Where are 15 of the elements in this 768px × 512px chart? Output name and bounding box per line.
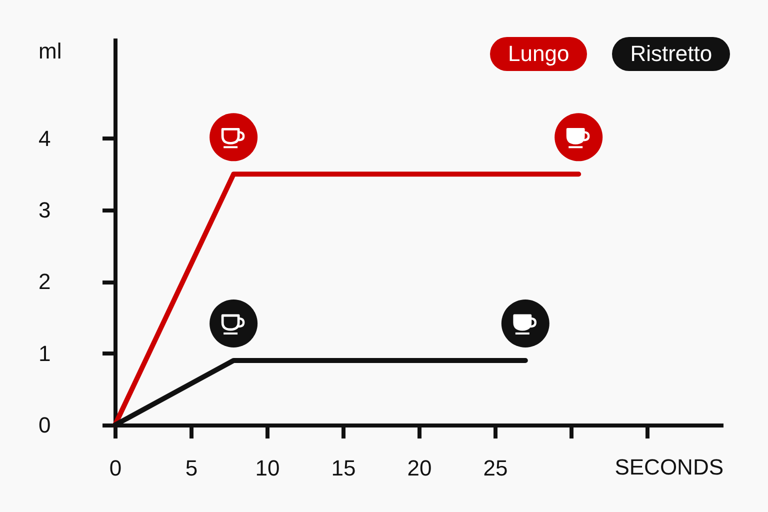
text: Ristretto — [612, 37, 730, 71]
x-tick-label: 20 — [407, 456, 432, 480]
x-tick-label: 10 — [255, 456, 280, 480]
y-axis-title: ml — [38, 38, 62, 64]
text: Lungo — [490, 37, 588, 71]
y-tick-label: 0 — [38, 412, 51, 438]
y-tick-label: 4 — [38, 126, 51, 151]
x-tick-label: 15 — [331, 456, 356, 480]
y-tick-label: 1 — [38, 340, 51, 366]
x-tick-label: 5 — [185, 456, 198, 480]
x-tick-label: 0 — [109, 456, 122, 480]
y-tick-label: 2 — [38, 269, 51, 294]
x-axis-title: SECONDS — [614, 454, 724, 480]
x-tick-label: 25 — [483, 456, 508, 480]
y-tick-label: 3 — [38, 198, 51, 222]
